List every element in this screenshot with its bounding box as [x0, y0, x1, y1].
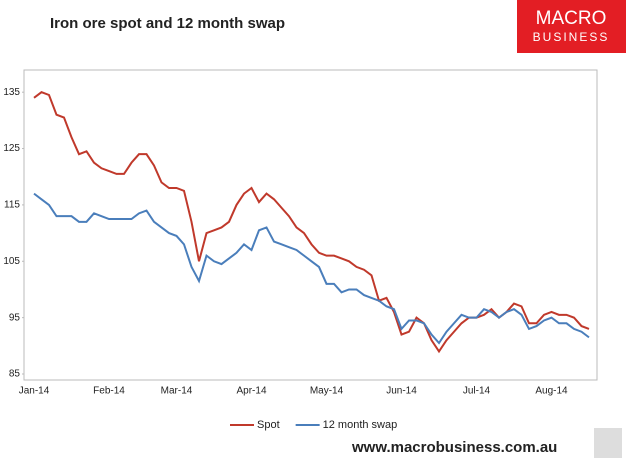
- y-tick-label: 95: [9, 312, 21, 323]
- x-tick-label: Mar-14: [161, 386, 193, 397]
- x-tick-label: Jul-14: [463, 386, 491, 397]
- x-tick-label: Feb-14: [93, 386, 125, 397]
- y-tick-label: 115: [4, 200, 20, 211]
- footer: www.macrobusiness.com.au: [351, 439, 557, 456]
- logo-text: MACRO: [536, 8, 607, 29]
- x-tick-label: Jan-14: [19, 386, 50, 397]
- chart-title: Iron ore spot and 12 month swap: [50, 15, 285, 32]
- y-tick-label: 135: [3, 87, 20, 98]
- y-tick-label: 125: [3, 143, 20, 154]
- x-tick-label: Jun-14: [386, 386, 417, 397]
- logo-text: BUSINESS: [533, 30, 610, 44]
- y-tick-label: 85: [9, 369, 21, 380]
- x-tick-label: Apr-14: [236, 386, 266, 397]
- logo-box: [517, 0, 626, 53]
- series-line: [33, 192, 590, 345]
- plot-area: [23, 69, 598, 381]
- x-tick-label: Aug-14: [535, 386, 568, 397]
- y-tick-label: 105: [3, 256, 20, 267]
- legend-label: 12 month swap: [323, 419, 398, 431]
- x-tick-label: May-14: [310, 386, 344, 397]
- logo-icon: [594, 428, 622, 458]
- legend-label: Spot: [257, 419, 280, 431]
